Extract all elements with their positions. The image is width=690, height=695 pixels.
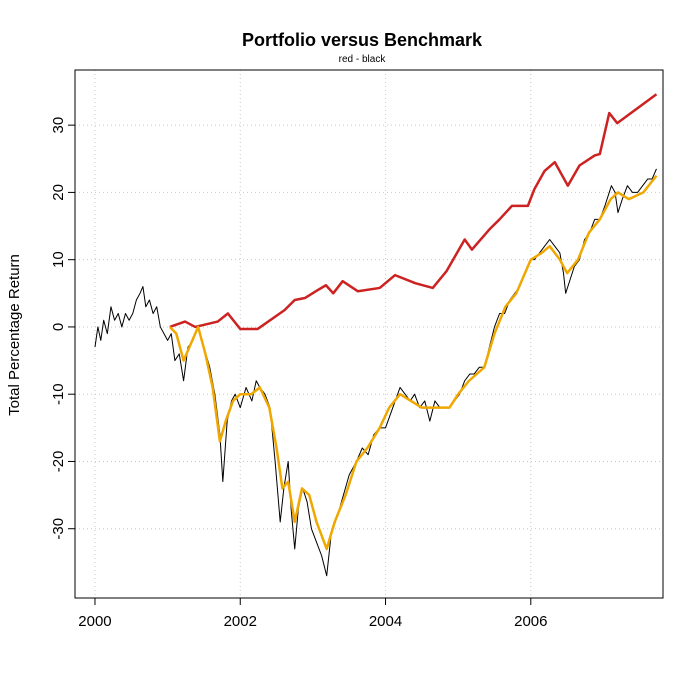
x-tick-label: 2006 — [514, 613, 547, 630]
y-tick-label: 0 — [50, 323, 67, 331]
plot-frame — [74, 69, 664, 599]
chart-subtitle: red - black — [339, 54, 387, 65]
y-tick-label: 20 — [50, 184, 67, 201]
x-tick-label: 2004 — [369, 613, 402, 630]
series-line — [168, 174, 658, 551]
y-axis-label: Total Percentage Return — [6, 254, 23, 416]
y-tick-label: 30 — [50, 117, 67, 134]
y-tick-label: 10 — [50, 251, 67, 268]
y-tick-label: -30 — [50, 518, 67, 540]
y-tick-label: -20 — [50, 451, 67, 473]
x-tick-label: 2000 — [78, 613, 111, 630]
x-tick-label: 2002 — [224, 613, 257, 630]
y-tick-label: -10 — [50, 383, 67, 405]
series-line — [169, 93, 658, 331]
chart-title: Portfolio versus Benchmark — [242, 30, 483, 50]
